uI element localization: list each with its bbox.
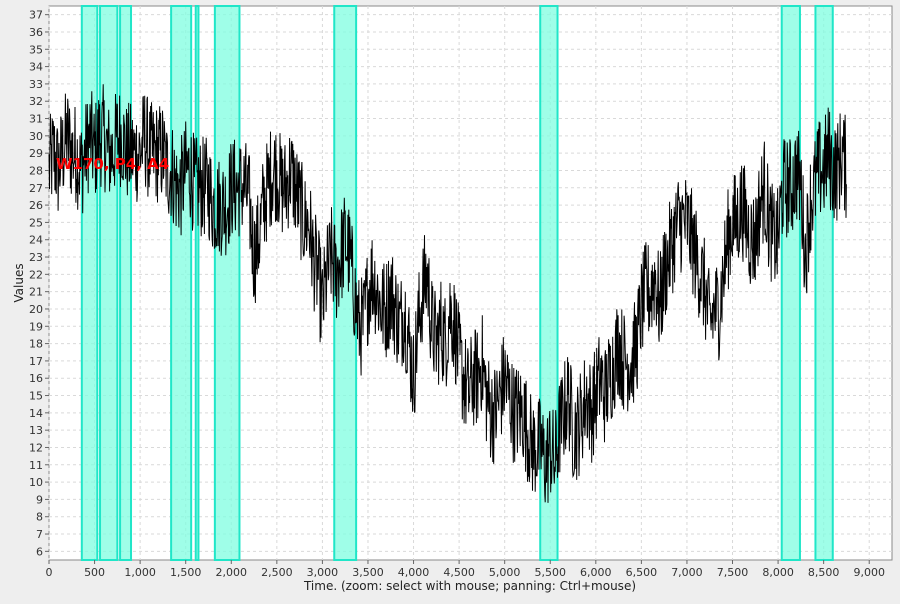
grid-lines	[48, 6, 892, 560]
x-tick-label: 8,500	[808, 566, 840, 579]
x-tick-label: 2,500	[261, 566, 293, 579]
y-tick-label: 16	[29, 372, 43, 385]
series-line	[48, 84, 847, 503]
y-tick-label: 10	[29, 476, 43, 489]
y-tick-label: 34	[29, 61, 43, 74]
y-axis-title: Values	[12, 263, 26, 302]
x-tick-label: 2,000	[216, 566, 248, 579]
y-tick-label: 29	[29, 147, 43, 160]
axes: 0 500 1,000 1,500 2,000 2,500 3,000 3,500 4,000 4…	[29, 9, 885, 579]
highlight-region	[780, 5, 801, 561]
y-tick-label: 6	[36, 545, 43, 558]
y-tick-label: 31	[29, 113, 43, 126]
x-tick-label: 500	[84, 566, 105, 579]
x-tick-label: 5,000	[489, 566, 521, 579]
y-tick-label: 35	[29, 43, 43, 56]
window-annotation: W170, P4, A4	[56, 155, 169, 173]
x-tick-label: 6,000	[580, 566, 612, 579]
x-tick-label: 6,500	[626, 566, 658, 579]
y-tick-label: 27	[29, 182, 43, 195]
x-tick-label: 5,500	[534, 566, 566, 579]
y-tick-label: 26	[29, 199, 43, 212]
highlight-region	[213, 5, 241, 561]
x-tick-label: 7,000	[671, 566, 703, 579]
series-layer	[48, 84, 847, 503]
x-tick-label: 9,000	[853, 566, 885, 579]
y-tick-label: 13	[29, 424, 43, 437]
y-tick-label: 8	[36, 511, 43, 524]
highlight-region	[119, 5, 133, 561]
x-tick-label: 8,000	[762, 566, 794, 579]
y-tick-label: 37	[29, 9, 43, 22]
y-tick-label: 7	[36, 528, 43, 541]
y-tick-label: 9	[36, 493, 43, 506]
x-tick-label: 7,500	[717, 566, 749, 579]
highlight-region	[80, 5, 99, 561]
x-tick-label: 4,000	[398, 566, 430, 579]
y-tick-label: 11	[29, 459, 43, 472]
x-axis-title: Time. (zoom: select with mouse; panning:…	[303, 579, 636, 593]
y-tick-label: 18	[29, 338, 43, 351]
x-tick-label: 0	[46, 566, 53, 579]
y-tick-label: 32	[29, 95, 43, 108]
y-tick-label: 22	[29, 268, 43, 281]
y-tick-label: 24	[29, 234, 43, 247]
y-tick-label: 21	[29, 286, 43, 299]
highlight-region	[194, 5, 200, 561]
y-tick-label: 23	[29, 251, 43, 264]
x-tick-label: 3,500	[352, 566, 384, 579]
y-tick-label: 25	[29, 216, 43, 229]
y-tick-label: 17	[29, 355, 43, 368]
highlight-region	[170, 5, 193, 561]
x-tick-label: 1,000	[124, 566, 156, 579]
y-tick-label: 36	[29, 26, 43, 39]
highlight-region	[814, 5, 834, 561]
y-tick-label: 12	[29, 441, 43, 454]
y-tick-label: 15	[29, 390, 43, 403]
x-tick-label: 4,500	[443, 566, 475, 579]
x-tick-label: 1,500	[170, 566, 202, 579]
y-tick-label: 33	[29, 78, 43, 91]
y-tick-label: 28	[29, 164, 43, 177]
y-tick-label: 14	[29, 407, 43, 420]
y-tick-label: 20	[29, 303, 43, 316]
x-tick-label: 3,000	[307, 566, 339, 579]
y-tick-label: 30	[29, 130, 43, 143]
y-tick-label: 19	[29, 320, 43, 333]
